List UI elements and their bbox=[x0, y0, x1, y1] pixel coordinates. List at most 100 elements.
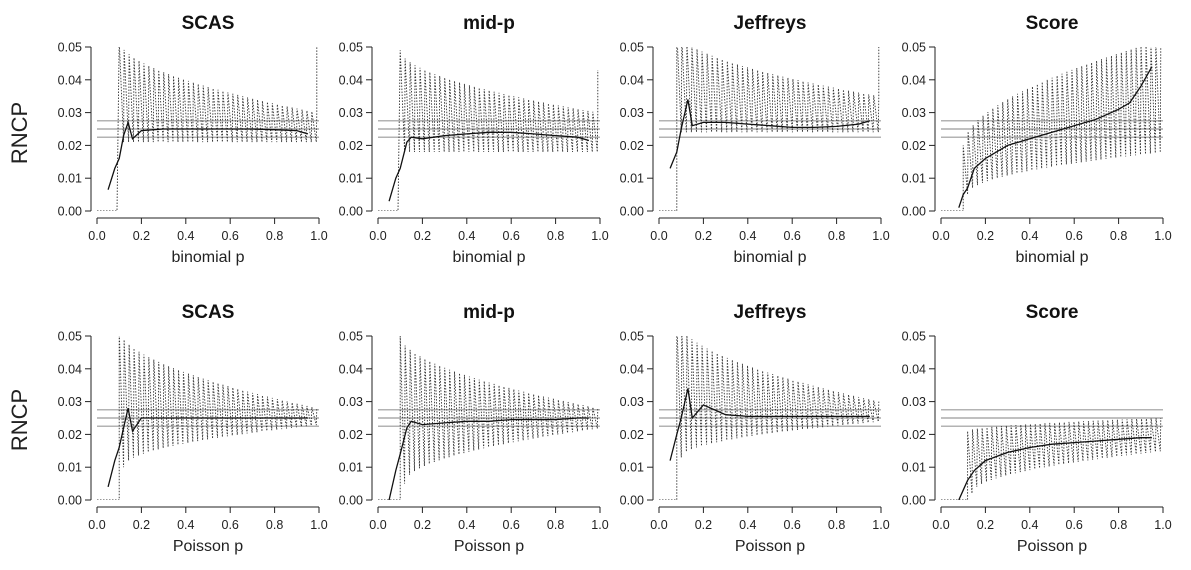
y-tick-label: 0.04 bbox=[58, 73, 82, 87]
x-tick-label: 0.2 bbox=[414, 518, 431, 532]
x-tick-label: 0.2 bbox=[977, 518, 994, 532]
x-tick-label: 1.0 bbox=[872, 518, 889, 532]
y-tick-label: 0.05 bbox=[58, 330, 82, 344]
y-tick-label: 0.02 bbox=[620, 139, 644, 153]
series-solid bbox=[669, 388, 870, 461]
series-dotted bbox=[97, 47, 318, 211]
y-tick-label: 0.03 bbox=[902, 106, 926, 120]
chart-panel: Score 0.00 0.01 0.02 0.03 0.04 0.05 0.0 0.2 0.4 0.… bbox=[902, 302, 1172, 555]
y-tick-label: 0.01 bbox=[58, 461, 82, 475]
x-tick-label: 0.4 bbox=[177, 229, 194, 243]
series-solid bbox=[958, 437, 1152, 500]
y-tick-label: 0.00 bbox=[902, 494, 926, 508]
x-tick-label: 1.0 bbox=[872, 229, 889, 243]
panels-group: SCAS 0.00 0.01 0.02 0.03 0.04 0.05 0.0 0.2 0.4 0.6… bbox=[58, 13, 1172, 555]
y-tick-label: 0.01 bbox=[620, 172, 644, 186]
x-tick-label: 0.4 bbox=[1021, 518, 1038, 532]
x-tick-label: 0.6 bbox=[503, 518, 520, 532]
x-tick-label: 1.0 bbox=[591, 229, 608, 243]
series-solid bbox=[388, 417, 589, 500]
y-tick-label: 0.01 bbox=[58, 172, 82, 186]
chart-panel: Jeffreys 0.00 0.01 0.02 0.03 0.04 0.05 0.0 0.2 0.… bbox=[620, 302, 890, 555]
y-tick-label: 0.03 bbox=[339, 106, 363, 120]
x-tick-label: 0.2 bbox=[133, 518, 150, 532]
y-tick-label: 0.02 bbox=[58, 428, 82, 442]
x-tick-label: 0.6 bbox=[784, 518, 801, 532]
x-tick-label: 0.8 bbox=[547, 229, 564, 243]
chart-panel: mid-p 0.00 0.01 0.02 0.03 0.04 0.05 0.0 0.2 0.4 0.… bbox=[339, 302, 609, 555]
x-tick-label: 0.0 bbox=[650, 518, 667, 532]
series-dotted bbox=[97, 336, 318, 500]
y-tick-label: 0.05 bbox=[339, 330, 363, 344]
x-tick-label: 0.8 bbox=[266, 229, 283, 243]
x-tick-label: 0.8 bbox=[828, 518, 845, 532]
x-tick-label: 0.6 bbox=[222, 518, 239, 532]
series-solid bbox=[958, 66, 1153, 208]
y-axis-label-row2: RNCP bbox=[7, 389, 32, 451]
y-tick-label: 0.03 bbox=[58, 106, 82, 120]
y-tick-label: 0.00 bbox=[58, 205, 82, 219]
y-tick-label: 0.05 bbox=[620, 330, 644, 344]
y-tick-label: 0.04 bbox=[339, 362, 363, 376]
x-tick-label: 0.0 bbox=[650, 229, 667, 243]
y-tick-label: 0.03 bbox=[620, 106, 644, 120]
y-tick-label: 0.03 bbox=[58, 395, 82, 409]
x-tick-label: 1.0 bbox=[310, 518, 327, 532]
x-tick-label: 1.0 bbox=[1154, 229, 1171, 243]
y-tick-label: 0.00 bbox=[58, 494, 82, 508]
panel-title: Jeffreys bbox=[734, 302, 807, 323]
y-tick-label: 0.05 bbox=[902, 330, 926, 344]
x-tick-label: 0.0 bbox=[369, 518, 386, 532]
series-solid bbox=[388, 131, 590, 202]
y-tick-label: 0.03 bbox=[902, 395, 926, 409]
x-tick-label: 0.6 bbox=[1066, 518, 1083, 532]
x-tick-label: 0.0 bbox=[88, 518, 105, 532]
y-tick-label: 0.02 bbox=[58, 139, 82, 153]
y-tick-label: 0.01 bbox=[339, 172, 363, 186]
y-tick-label: 0.01 bbox=[339, 461, 363, 475]
y-tick-label: 0.01 bbox=[902, 461, 926, 475]
y-tick-label: 0.00 bbox=[339, 494, 363, 508]
y-tick-label: 0.04 bbox=[58, 362, 82, 376]
x-tick-label: 0.2 bbox=[695, 518, 712, 532]
y-tick-label: 0.02 bbox=[902, 139, 926, 153]
x-tick-label: 0.4 bbox=[739, 229, 756, 243]
panel-title: SCAS bbox=[182, 13, 235, 34]
x-tick-label: 0.4 bbox=[458, 229, 475, 243]
panel-title: Score bbox=[1026, 302, 1079, 323]
y-tick-label: 0.00 bbox=[620, 205, 644, 219]
y-tick-label: 0.00 bbox=[902, 205, 926, 219]
panel-title: Score bbox=[1026, 13, 1079, 34]
y-tick-label: 0.05 bbox=[339, 41, 363, 55]
panel-title: SCAS bbox=[182, 302, 235, 323]
y-tick-label: 0.04 bbox=[620, 73, 644, 87]
panel-title: Jeffreys bbox=[734, 13, 807, 34]
y-tick-label: 0.00 bbox=[620, 494, 644, 508]
x-tick-label: 0.6 bbox=[503, 229, 520, 243]
y-tick-label: 0.02 bbox=[339, 428, 363, 442]
y-tick-label: 0.03 bbox=[620, 395, 644, 409]
y-tick-label: 0.05 bbox=[58, 41, 82, 55]
y-tick-label: 0.05 bbox=[902, 41, 926, 55]
x-tick-label: 0.0 bbox=[932, 229, 949, 243]
panel-title: mid-p bbox=[463, 302, 515, 323]
panel-title: mid-p bbox=[463, 13, 515, 34]
x-tick-label: 0.8 bbox=[547, 518, 564, 532]
x-tick-label: 0.8 bbox=[1110, 229, 1127, 243]
y-axis-label-row1: RNCP bbox=[7, 102, 32, 164]
x-tick-label: 0.4 bbox=[177, 518, 194, 532]
chart-panel: Score 0.00 0.01 0.02 0.03 0.04 0.05 0.0 0.2 0.4 0.… bbox=[902, 13, 1172, 266]
series-solid bbox=[107, 408, 308, 488]
y-tick-label: 0.04 bbox=[902, 362, 926, 376]
x-tick-label: 0.4 bbox=[458, 518, 475, 532]
x-tick-label: 0.2 bbox=[977, 229, 994, 243]
chart-panel: SCAS 0.00 0.01 0.02 0.03 0.04 0.05 0.0 0.2 0.4 0.6… bbox=[58, 302, 328, 555]
x-tick-label: 0.0 bbox=[88, 229, 105, 243]
x-tick-label: 1.0 bbox=[310, 229, 327, 243]
series-dotted bbox=[941, 47, 1162, 211]
x-tick-label: 0.0 bbox=[932, 518, 949, 532]
x-tick-label: 0.0 bbox=[369, 229, 386, 243]
x-axis-label: binomial p bbox=[172, 249, 245, 266]
series-dotted bbox=[941, 417, 1162, 500]
